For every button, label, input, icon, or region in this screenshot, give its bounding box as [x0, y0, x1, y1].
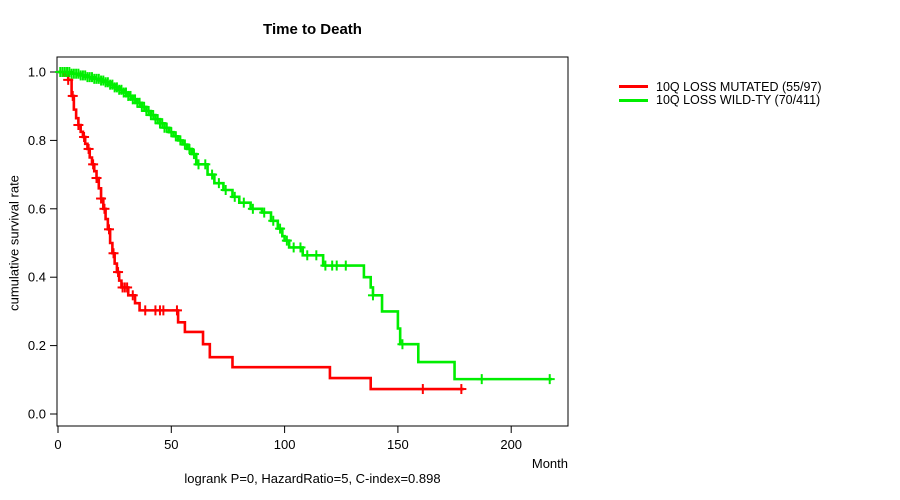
- legend-line-green-icon: [619, 98, 648, 102]
- chart-title: Time to Death: [263, 21, 362, 38]
- legend-item-mutated: 10Q LOSS MUTATED (55/97): [619, 80, 822, 94]
- survival-curve-wildtype: [58, 70, 552, 381]
- plot-box: [56, 56, 569, 427]
- x-tick-label: 200: [500, 437, 522, 452]
- legend-label-wildtype: 10Q LOSS WILD-TY (70/411): [656, 93, 821, 108]
- x-tick-label: 150: [387, 437, 409, 452]
- y-tick-label: 0.0: [28, 407, 46, 422]
- y-tick-label: 0.6: [28, 201, 46, 216]
- legend: 10Q LOSS MUTATED (55/97) 10Q LOSS WILD-T…: [619, 80, 822, 107]
- legend-item-wildtype: 10Q LOSS WILD-TY (70/411): [619, 93, 822, 108]
- legend-label-mutated: 10Q LOSS MUTATED (55/97): [656, 79, 822, 94]
- y-tick-label: 0.8: [28, 133, 46, 148]
- legend-line-red-icon: [619, 85, 648, 89]
- x-tick-label: 100: [274, 437, 296, 452]
- stats-caption: logrank P=0, HazardRatio=5, C-index=0.89…: [184, 471, 441, 486]
- y-tick-label: 0.4: [28, 270, 46, 285]
- y-tick-label: 0.2: [28, 338, 46, 353]
- x-tick-label: 50: [164, 437, 178, 452]
- y-tick-label: 1.0: [28, 65, 46, 80]
- x-tick-label: 0: [54, 437, 61, 452]
- x-axis-title: Month: [531, 456, 568, 471]
